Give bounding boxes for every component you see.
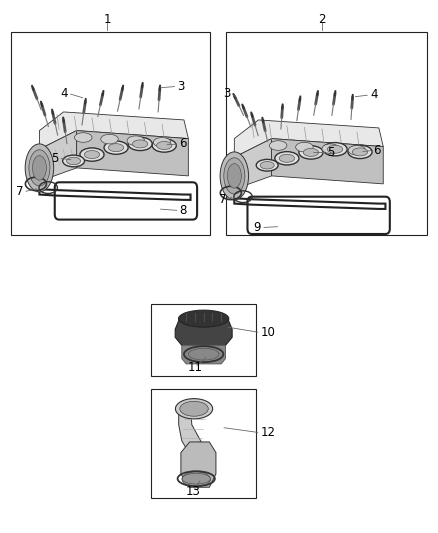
Polygon shape bbox=[272, 139, 383, 184]
Ellipse shape bbox=[269, 141, 287, 150]
Polygon shape bbox=[234, 120, 383, 157]
Ellipse shape bbox=[84, 150, 99, 159]
Ellipse shape bbox=[101, 134, 118, 144]
Text: 10: 10 bbox=[261, 326, 276, 339]
Polygon shape bbox=[181, 442, 216, 487]
Ellipse shape bbox=[182, 472, 210, 487]
Text: 4: 4 bbox=[370, 88, 378, 101]
Ellipse shape bbox=[220, 152, 249, 200]
Text: 2: 2 bbox=[318, 13, 326, 26]
Ellipse shape bbox=[25, 144, 53, 192]
Text: 11: 11 bbox=[187, 361, 202, 374]
Ellipse shape bbox=[348, 145, 372, 159]
Ellipse shape bbox=[303, 149, 318, 157]
Ellipse shape bbox=[180, 401, 208, 416]
Text: 6: 6 bbox=[180, 138, 187, 150]
Bar bbox=[11, 32, 210, 235]
Ellipse shape bbox=[132, 140, 148, 148]
Ellipse shape bbox=[80, 148, 104, 161]
Ellipse shape bbox=[224, 158, 245, 194]
Text: 4: 4 bbox=[60, 87, 68, 100]
Ellipse shape bbox=[256, 159, 278, 171]
Bar bbox=[226, 32, 427, 235]
Ellipse shape bbox=[327, 145, 343, 154]
Ellipse shape bbox=[279, 155, 294, 163]
Text: 7: 7 bbox=[16, 185, 23, 198]
Bar bbox=[151, 389, 256, 498]
Polygon shape bbox=[39, 112, 188, 149]
Ellipse shape bbox=[322, 144, 339, 154]
Ellipse shape bbox=[299, 146, 323, 159]
Ellipse shape bbox=[74, 133, 92, 142]
Polygon shape bbox=[182, 345, 226, 364]
Ellipse shape bbox=[127, 136, 145, 146]
Ellipse shape bbox=[178, 310, 229, 327]
Text: 3: 3 bbox=[177, 80, 185, 93]
Polygon shape bbox=[39, 131, 77, 181]
Ellipse shape bbox=[29, 150, 50, 186]
Text: 5: 5 bbox=[51, 152, 58, 165]
Polygon shape bbox=[77, 131, 188, 176]
Ellipse shape bbox=[104, 141, 128, 155]
Ellipse shape bbox=[108, 144, 124, 152]
Ellipse shape bbox=[348, 146, 366, 155]
Ellipse shape bbox=[352, 148, 368, 156]
Ellipse shape bbox=[67, 157, 81, 165]
Text: 6: 6 bbox=[373, 144, 381, 157]
Text: 1: 1 bbox=[103, 13, 111, 26]
Text: 7: 7 bbox=[219, 193, 227, 206]
Ellipse shape bbox=[296, 142, 313, 152]
Polygon shape bbox=[179, 409, 209, 473]
Ellipse shape bbox=[323, 142, 347, 156]
Bar bbox=[151, 304, 256, 376]
Text: 3: 3 bbox=[223, 87, 231, 100]
Ellipse shape bbox=[227, 164, 241, 188]
Ellipse shape bbox=[175, 399, 213, 419]
Ellipse shape bbox=[260, 161, 274, 169]
Ellipse shape bbox=[157, 142, 172, 150]
Text: 5: 5 bbox=[328, 146, 335, 159]
Ellipse shape bbox=[152, 139, 176, 152]
Text: 12: 12 bbox=[261, 426, 276, 439]
Text: 13: 13 bbox=[185, 486, 200, 498]
Ellipse shape bbox=[63, 155, 85, 167]
Ellipse shape bbox=[32, 156, 46, 180]
Ellipse shape bbox=[128, 137, 152, 151]
Text: 9: 9 bbox=[254, 221, 261, 234]
Polygon shape bbox=[234, 139, 272, 189]
Ellipse shape bbox=[153, 138, 171, 147]
Polygon shape bbox=[175, 319, 232, 348]
Text: 8: 8 bbox=[180, 204, 187, 217]
Ellipse shape bbox=[275, 152, 299, 165]
